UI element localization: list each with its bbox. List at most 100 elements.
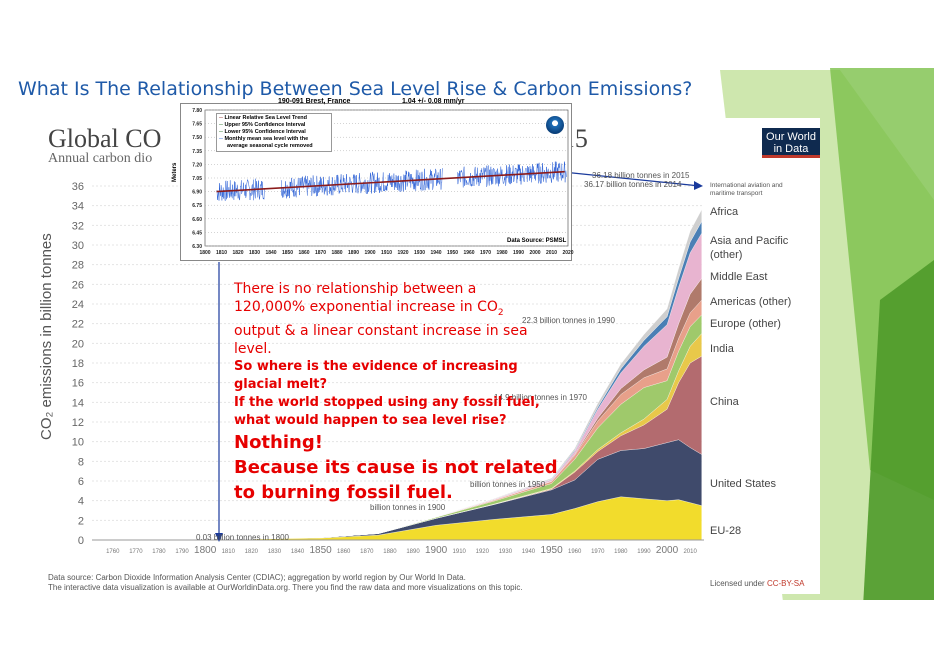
x-tick-label: 1780 — [152, 549, 166, 555]
x-tick-label: 1960 — [568, 549, 582, 555]
inset-y-tick: 6.45 — [192, 230, 202, 236]
y-tick-label: 10 — [72, 437, 84, 449]
inset-x-tick: 2000 — [529, 250, 540, 256]
inset-y-tick: 6.90 — [192, 190, 202, 196]
inset-y-tick: 7.20 — [192, 162, 202, 168]
inset-x-tick: 1980 — [496, 250, 507, 256]
y-tick-label: 4 — [78, 496, 84, 508]
inset-x-tick: 2020 — [562, 250, 573, 256]
annotation-1990: 22.3 billion tonnes in 1990 — [522, 316, 615, 325]
arrow-head-1800 — [215, 533, 223, 542]
y-tick-label: 22 — [72, 319, 84, 331]
annot-line-2: 120,000% exponential increase in CO2 — [234, 299, 504, 318]
annot-line-6: glacial melt? — [234, 376, 328, 392]
x-tick-label: 1790 — [175, 549, 189, 555]
inset-x-tick: 1930 — [414, 250, 425, 256]
annot-line-9: Nothing! — [234, 431, 323, 453]
inset-x-tick: 1960 — [463, 250, 474, 256]
x-tick-label: 1970 — [591, 549, 605, 555]
y-tick-label: 18 — [72, 358, 84, 370]
x-tick-label: 1760 — [106, 549, 120, 555]
x-tick-label: 1830 — [268, 549, 282, 555]
region-label-europe-other: Europe (other) — [710, 318, 781, 330]
annotation-1900: billion tonnes in 1900 — [370, 503, 446, 512]
x-tick-label: 1990 — [637, 549, 651, 555]
inset-x-tick: 1840 — [265, 250, 276, 256]
inset-x-tick: 1860 — [298, 250, 309, 256]
annotation-2015: 36.18 billion tonnes in 2015 — [592, 171, 690, 180]
y-tick-label: 16 — [72, 378, 84, 390]
owid-footer: Data source: Carbon Dioxide Information … — [48, 573, 523, 592]
annot-line-3: output & a linear constant increase in s… — [234, 322, 528, 339]
license-link[interactable]: CC-BY-SA — [766, 579, 805, 588]
inset-legend: ─ Linear Relative Sea Level Trend ─ Uppe… — [216, 113, 332, 152]
arrow-head-2015 — [694, 181, 703, 190]
x-tick-label: 1850 — [310, 545, 333, 556]
x-tick-label: 1840 — [291, 549, 305, 555]
y-tick-label: 14 — [72, 397, 84, 409]
annotation-1970: 14.9 billion tonnes in 1970 — [494, 393, 587, 402]
inset-rate: 1.04 +/- 0.08 mm/yr — [402, 98, 465, 105]
inset-monthly-series — [280, 168, 443, 199]
x-tick-label: 1940 — [522, 549, 536, 555]
annot-line-10: Because its cause is not related — [234, 456, 558, 478]
x-tick-label: 1950 — [540, 545, 563, 556]
inset-trend-line — [216, 170, 565, 193]
inset-x-tick: 1800 — [199, 250, 210, 256]
x-tick-label: 1930 — [499, 549, 513, 555]
x-tick-label: 1810 — [222, 549, 236, 555]
inset-y-tick: 7.50 — [192, 135, 202, 141]
region-label-middle-east: Middle East — [710, 271, 768, 283]
x-tick-label: 1860 — [337, 549, 351, 555]
region-label-asia-pacific: Asia and Pacific (other) — [710, 235, 789, 261]
x-tick-label: 1920 — [476, 549, 490, 555]
annot-line-1: There is no relationship between a — [234, 281, 477, 297]
x-tick-label: 1900 — [425, 545, 448, 556]
annotation-text: There is no relationship between a 120,0… — [234, 280, 574, 505]
region-label-americas-other: Americas (other) — [710, 296, 792, 308]
region-label-united-states: United States — [710, 478, 777, 490]
area-series-international-aviation-and-maritime-transport — [91, 209, 702, 541]
x-tick-label: 1870 — [360, 549, 374, 555]
x-tick-label: 1800 — [194, 545, 217, 556]
inset-monthly-series — [216, 178, 265, 201]
y-tick-label: 0 — [78, 535, 84, 547]
inset-x-tick: 1910 — [381, 250, 392, 256]
inset-x-tick: 1870 — [315, 250, 326, 256]
x-tick-label: 2000 — [656, 545, 679, 556]
inset-y-tick: 7.05 — [192, 176, 202, 182]
inset-ylabel: Meters — [172, 162, 178, 182]
annotation-1950: billion tonnes in 1950 — [470, 480, 546, 489]
annot-line-7: If the world stopped using any fossil fu… — [234, 394, 540, 410]
y-tick-label: 24 — [72, 299, 84, 311]
inset-monthly-series — [457, 161, 567, 188]
y-tick-label: 6 — [78, 476, 84, 488]
inset-x-tick: 1880 — [331, 250, 342, 256]
inset-y-tick: 6.75 — [192, 203, 202, 209]
region-label-eu28: EU-28 — [710, 525, 742, 537]
y-tick-label: 20 — [72, 338, 84, 350]
x-tick-label: 1880 — [383, 549, 397, 555]
inset-source: Data Source: PSMSL — [507, 238, 567, 244]
inset-y-tick: 6.60 — [192, 217, 202, 223]
y-tick-label: 8 — [78, 456, 84, 468]
inset-x-tick: 1820 — [232, 250, 243, 256]
annotation-1800: 0.03 billion tonnes in 1800 — [196, 533, 289, 542]
region-label-africa: Africa — [710, 206, 739, 218]
region-label-china: China — [710, 396, 739, 408]
x-tick-label: 1770 — [129, 549, 143, 555]
inset-y-tick: 7.80 — [192, 108, 202, 114]
noaa-logo-icon — [546, 116, 564, 134]
y-tick-label: 2 — [78, 515, 84, 527]
y-tick-label: 26 — [72, 279, 84, 291]
inset-y-tick: 7.35 — [192, 149, 202, 155]
region-label-aviation: International aviation and maritime trans… — [710, 182, 783, 197]
x-tick-label: 1910 — [453, 549, 467, 555]
inset-x-tick: 1920 — [397, 250, 408, 256]
inset-x-tick: 1970 — [480, 250, 491, 256]
y-tick-label: 36 — [72, 181, 84, 193]
inset-x-tick: 2010 — [546, 250, 557, 256]
annot-line-4: level. — [234, 340, 272, 357]
y-tick-label: 28 — [72, 260, 84, 272]
inset-y-tick: 6.30 — [192, 244, 202, 250]
